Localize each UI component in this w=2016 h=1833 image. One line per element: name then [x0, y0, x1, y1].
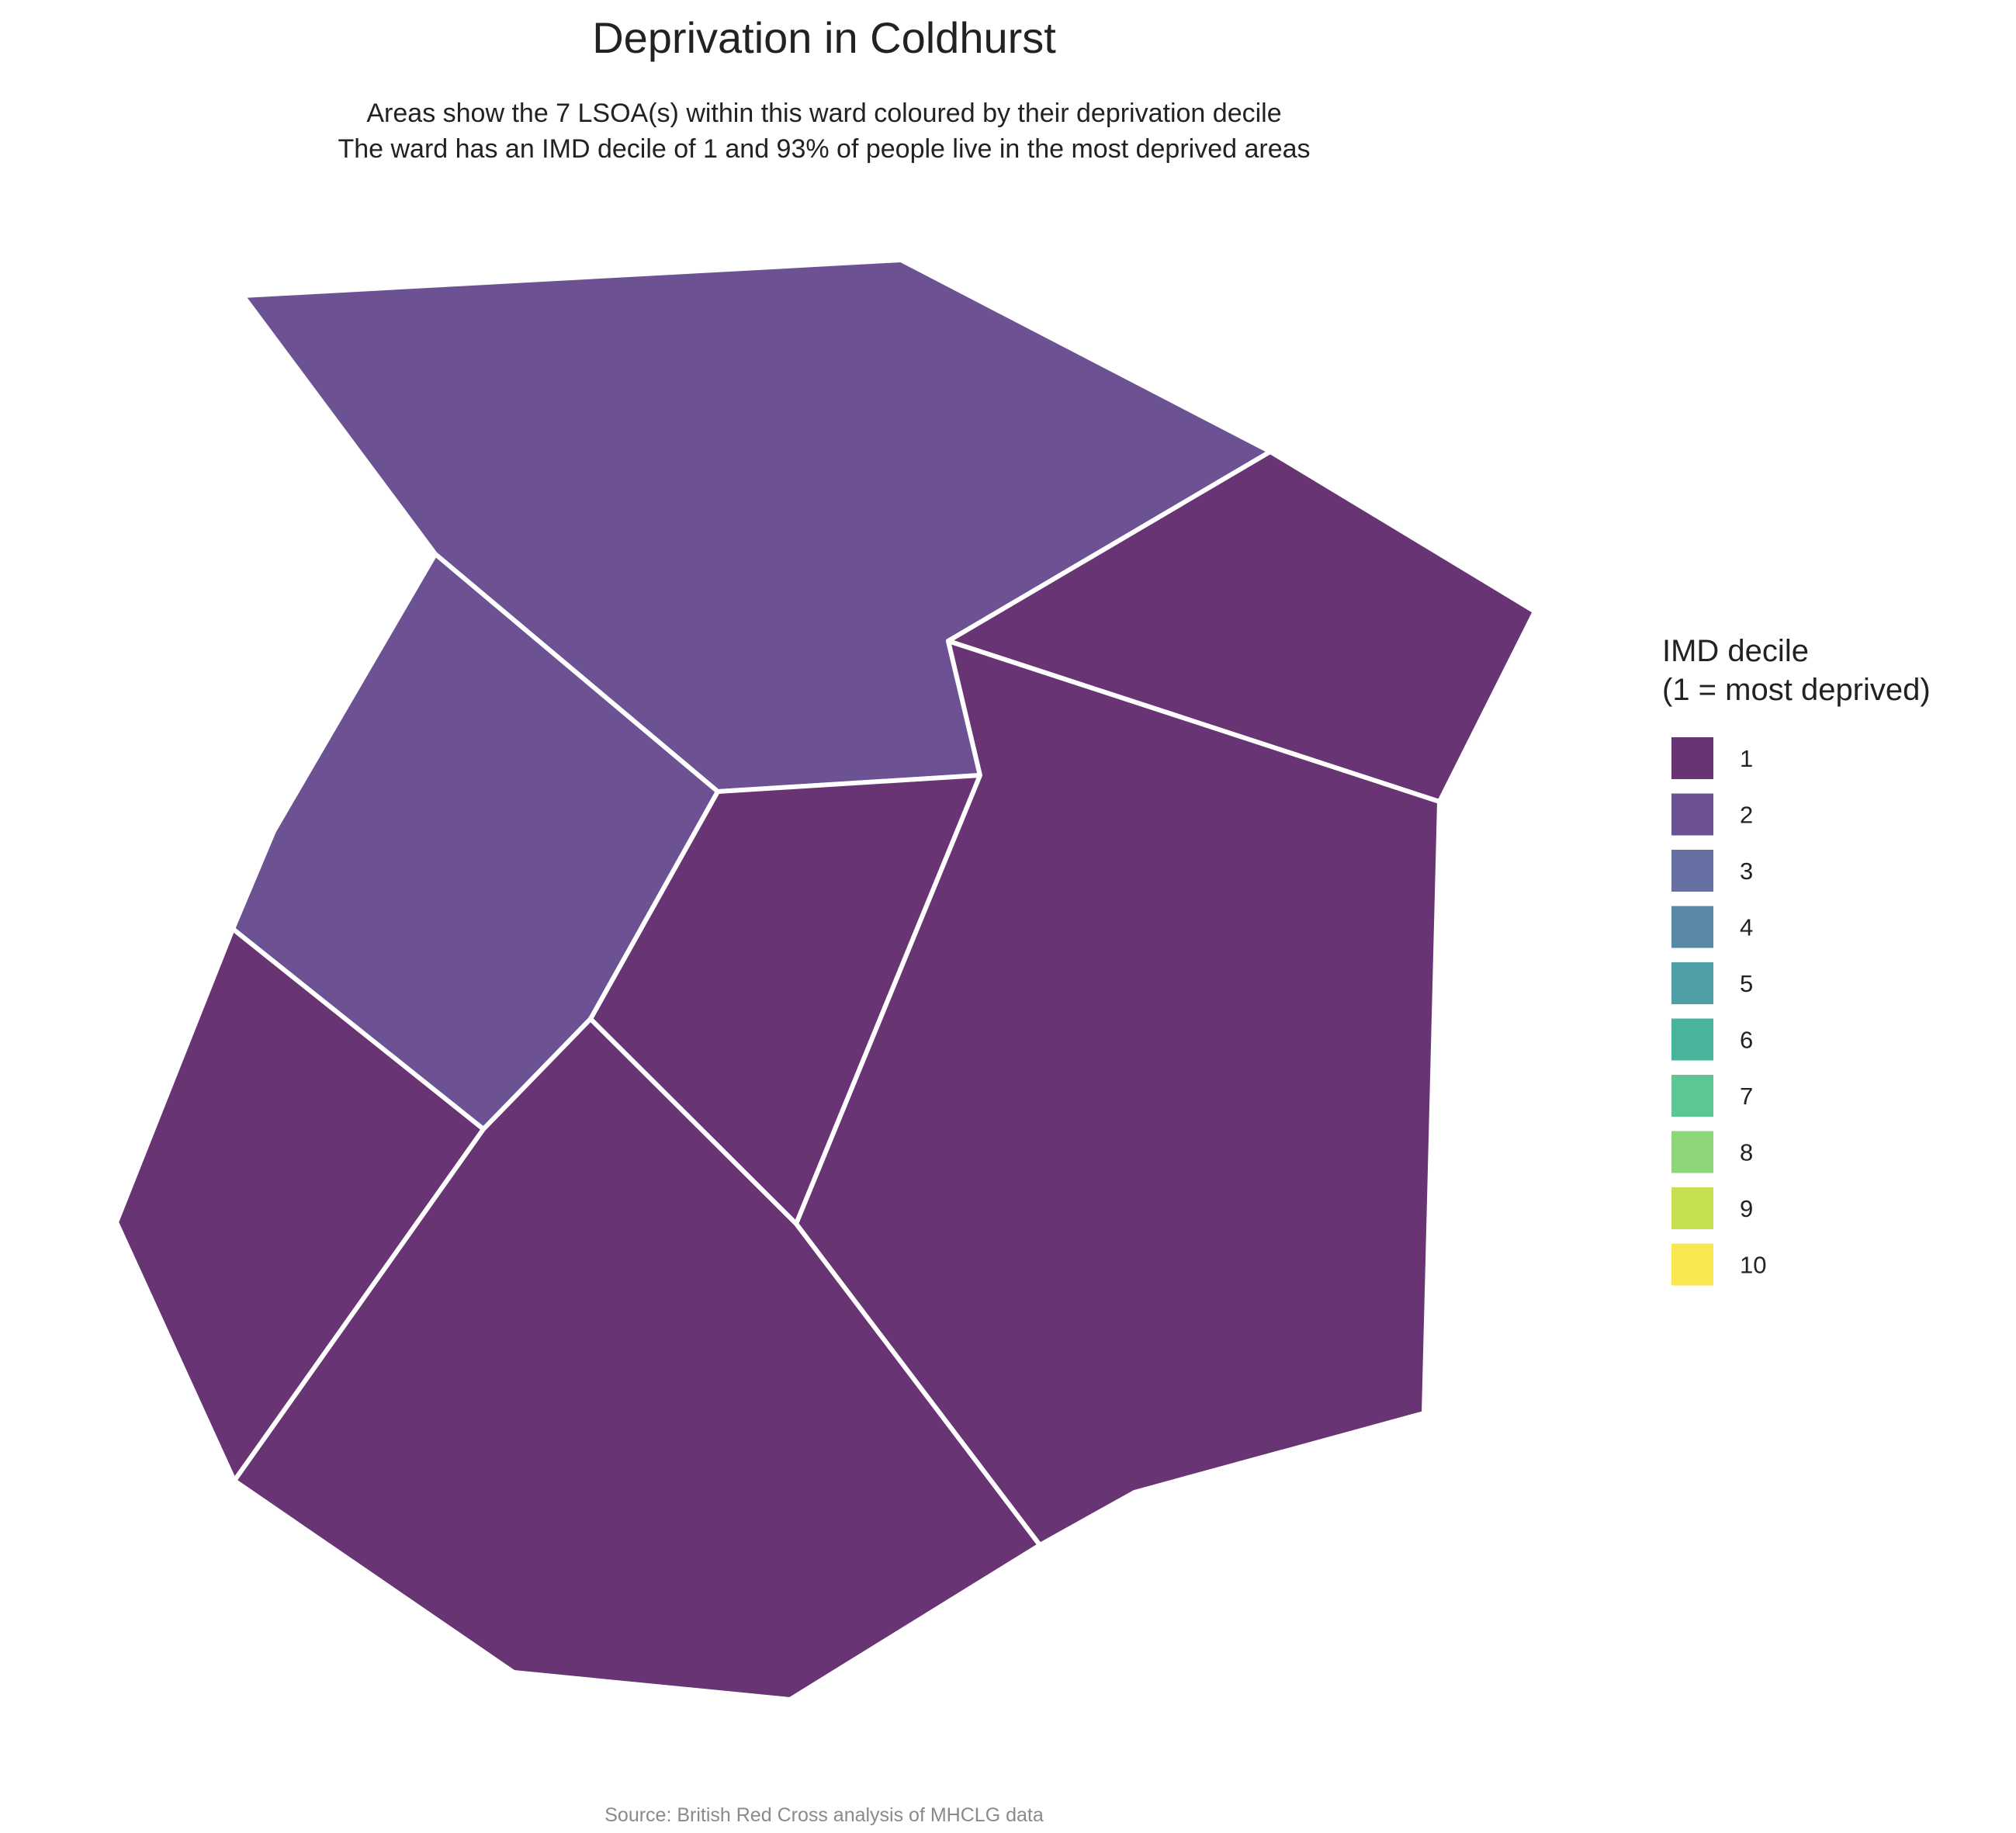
legend-label-9: 9: [1740, 1195, 1753, 1222]
legend-title-line2: (1 = most deprived): [1662, 673, 1931, 707]
source-caption: Source: British Red Cross analysis of MH…: [604, 1804, 1044, 1826]
legend-label-1: 1: [1740, 745, 1753, 772]
legend-items: 1 2 3 4 5 6 7 8 9 10: [1671, 737, 1766, 1286]
legend-title-line1: IMD decile: [1662, 634, 1809, 668]
legend-label-7: 7: [1740, 1083, 1753, 1110]
legend-label-10: 10: [1740, 1252, 1766, 1279]
legend-label-4: 4: [1740, 914, 1753, 941]
map-subtitle-line2: The ward has an IMD decile of 1 and 93% …: [338, 134, 1310, 164]
legend-swatch-9: [1671, 1187, 1713, 1229]
legend-label-8: 8: [1740, 1139, 1753, 1166]
lsoa-east[interactable]: [794, 639, 1442, 1547]
legend-swatch-2: [1671, 793, 1713, 836]
map-title: Deprivation in Coldhurst: [592, 13, 1056, 62]
map-subtitle-line1: Areas show the 7 LSOA(s) within this war…: [366, 99, 1281, 128]
legend: IMD decile (1 = most deprived) 1 2 3 4 5 6 7 8 9…: [1662, 634, 1931, 1286]
legend-label-5: 5: [1740, 970, 1753, 997]
legend-swatch-1: [1671, 737, 1713, 779]
map-areas: [114, 258, 1537, 1702]
legend-swatch-5: [1671, 962, 1713, 1004]
legend-swatch-7: [1671, 1075, 1713, 1117]
legend-label-3: 3: [1740, 858, 1753, 885]
legend-label-2: 2: [1740, 802, 1753, 829]
lsoa-south[interactable]: [232, 1017, 1042, 1702]
legend-swatch-10: [1671, 1243, 1713, 1286]
legend-swatch-8: [1671, 1131, 1713, 1173]
legend-swatch-3: [1671, 850, 1713, 892]
legend-swatch-4: [1671, 906, 1713, 948]
legend-swatch-6: [1671, 1018, 1713, 1061]
legend-label-6: 6: [1740, 1027, 1753, 1054]
